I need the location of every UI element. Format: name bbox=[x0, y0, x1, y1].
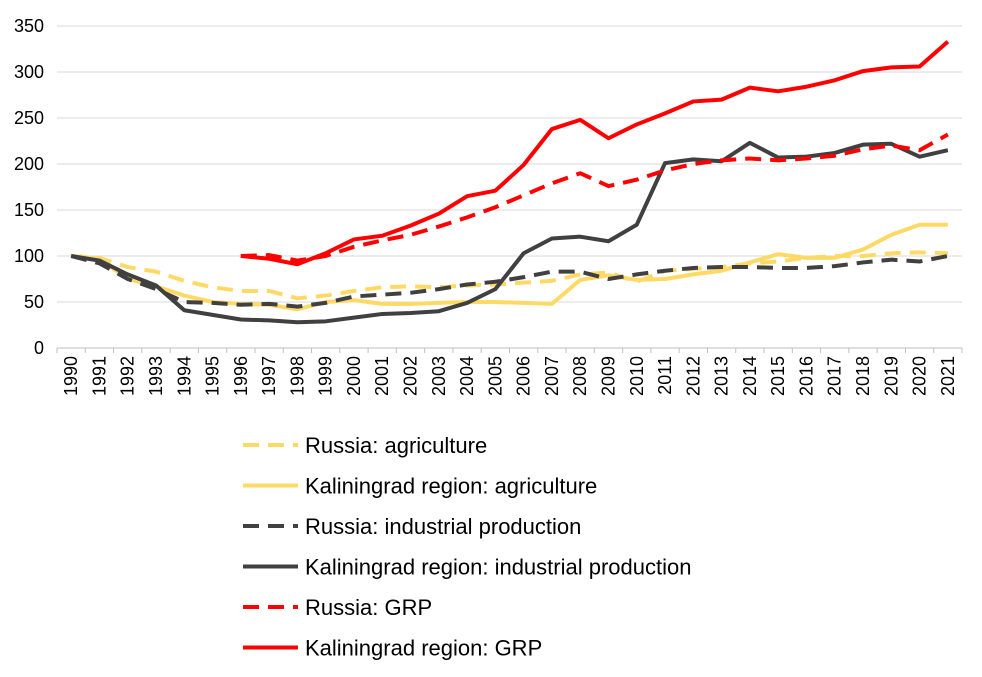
series-line-3 bbox=[70, 140, 949, 325]
legend-label-1: Kaliningrad region: agriculture bbox=[305, 474, 597, 499]
y-tick-label-350: 350 bbox=[14, 16, 44, 36]
x-tick-label-1998: 1998 bbox=[287, 356, 307, 396]
series-lines bbox=[70, 40, 950, 325]
x-tick-label-2015: 2015 bbox=[768, 356, 788, 396]
x-tick-label-2017: 2017 bbox=[825, 356, 845, 396]
y-tick-label-150: 150 bbox=[14, 200, 44, 220]
legend-label-4: Russia: GRP bbox=[305, 595, 432, 620]
x-tick-label-1995: 1995 bbox=[203, 356, 223, 396]
x-tick-label-2009: 2009 bbox=[598, 356, 618, 396]
x-tick-label-2014: 2014 bbox=[740, 356, 760, 396]
y-tick-label-200: 200 bbox=[14, 154, 44, 174]
x-tick-label-2019: 2019 bbox=[881, 356, 901, 396]
x-tick-label-1993: 1993 bbox=[146, 356, 166, 396]
x-tick-label-1990: 1990 bbox=[61, 356, 81, 396]
gridlines bbox=[57, 25, 962, 349]
series-line-5 bbox=[240, 40, 950, 267]
x-tick-label-2001: 2001 bbox=[372, 356, 392, 396]
y-axis-ticks: 0 50 100 150 200 250 300 350 bbox=[14, 16, 44, 358]
series-line-0 bbox=[71, 250, 948, 301]
x-tick-label-2003: 2003 bbox=[429, 356, 449, 396]
x-tick-label-2007: 2007 bbox=[542, 356, 562, 396]
x-tick-label-2010: 2010 bbox=[627, 356, 647, 396]
legend-label-2: Russia: industrial production bbox=[305, 514, 581, 539]
x-tick-label-2002: 2002 bbox=[401, 356, 421, 396]
y-tick-label-50: 50 bbox=[24, 292, 44, 312]
legend-label-5: Kaliningrad region: GRP bbox=[305, 636, 542, 661]
x-tick-label-1997: 1997 bbox=[259, 356, 279, 396]
x-tick-label-2006: 2006 bbox=[514, 356, 534, 396]
y-tick-label-0: 0 bbox=[34, 338, 44, 358]
x-tick-label-1994: 1994 bbox=[174, 356, 194, 396]
x-axis-ticks: 1990 1991 1992 1993 1994 1995 1996 1997 1998 1999… bbox=[56, 348, 963, 396]
x-tick-label-1991: 1991 bbox=[89, 356, 109, 396]
legend-label-3: Kaliningrad region: industrial productio… bbox=[305, 555, 691, 580]
x-tick-label-2020: 2020 bbox=[910, 356, 930, 396]
x-tick-label-2005: 2005 bbox=[485, 356, 505, 396]
y-tick-label-100: 100 bbox=[14, 246, 44, 266]
x-tick-label-2016: 2016 bbox=[796, 356, 816, 396]
x-tick-label-2000: 2000 bbox=[344, 356, 364, 396]
x-tick-label-1996: 1996 bbox=[231, 356, 251, 396]
series-line-4 bbox=[240, 132, 949, 263]
x-tick-label-2004: 2004 bbox=[457, 356, 477, 396]
x-tick-label-1999: 1999 bbox=[316, 356, 336, 396]
legend: Russia: agriculture Kaliningrad region: a… bbox=[243, 433, 691, 661]
x-tick-label-2008: 2008 bbox=[570, 356, 590, 396]
series-line-2 bbox=[70, 254, 949, 309]
y-tick-label-300: 300 bbox=[14, 62, 44, 82]
legend-label-0: Russia: agriculture bbox=[305, 433, 487, 458]
y-tick-label-250: 250 bbox=[14, 108, 44, 128]
x-tick-label-2021: 2021 bbox=[938, 356, 958, 396]
x-tick-label-2013: 2013 bbox=[712, 356, 732, 396]
x-tick-label-2012: 2012 bbox=[683, 356, 703, 396]
x-tick-label-1992: 1992 bbox=[118, 356, 138, 396]
x-tick-label-2011: 2011 bbox=[655, 356, 675, 395]
x-tick-label-2018: 2018 bbox=[853, 356, 873, 396]
